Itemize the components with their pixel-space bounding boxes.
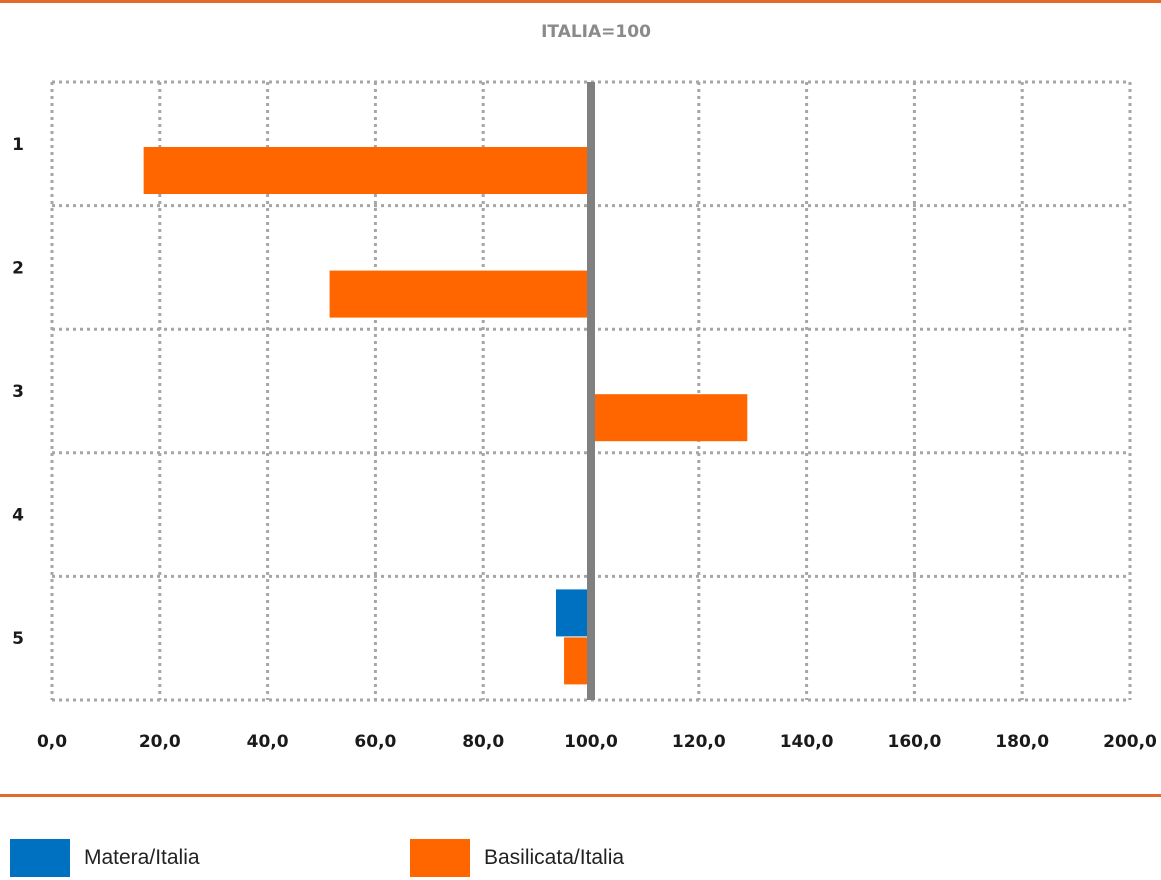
x-tick-label: 200,0 <box>1103 732 1157 752</box>
legend-swatch-matera <box>10 839 70 877</box>
x-tick-label: 40,0 <box>247 732 289 752</box>
category-labels: 1 2 3 4 5 <box>12 135 24 649</box>
legend-label-matera: Matera/Italia <box>84 846 200 869</box>
legend-swatch-basilicata <box>410 839 470 877</box>
x-tick-label: 20,0 <box>139 732 181 752</box>
x-tick-label: 180,0 <box>995 732 1049 752</box>
x-tick-label: 100,0 <box>564 732 618 752</box>
x-tick-label: 140,0 <box>780 732 834 752</box>
x-tick-label: 120,0 <box>672 732 726 752</box>
bar-chart: ITALIA=100 1 2 3 4 5 0,0 20,0 40,0 60,0 80,0 100,… <box>12 22 1157 752</box>
bottom-rule <box>0 794 1161 797</box>
chart-title: ITALIA=100 <box>541 22 651 42</box>
x-tick-labels: 0,0 20,0 40,0 60,0 80,0 100,0 120,0 140,0 160,0 1… <box>37 732 1157 752</box>
bar-basilicata <box>564 637 591 685</box>
x-tick-label: 160,0 <box>888 732 942 752</box>
bars <box>143 147 748 685</box>
x-tick-label: 80,0 <box>462 732 504 752</box>
bar-basilicata <box>143 147 591 194</box>
legend-item-matera: Matera/Italia <box>10 838 200 878</box>
category-label: 1 <box>12 135 24 155</box>
category-label: 5 <box>12 629 24 649</box>
category-label: 3 <box>12 382 24 402</box>
bar-basilicata <box>591 394 748 442</box>
legend-item-basilicata: Basilicata/Italia <box>410 838 624 878</box>
category-label: 2 <box>12 258 24 278</box>
x-tick-label: 60,0 <box>354 732 396 752</box>
top-rule <box>0 0 1161 3</box>
bar-matera <box>555 589 591 637</box>
legend-label-basilicata: Basilicata/Italia <box>484 846 625 869</box>
x-tick-label: 0,0 <box>37 732 67 752</box>
category-label: 4 <box>12 506 24 526</box>
bar-basilicata <box>329 270 591 318</box>
